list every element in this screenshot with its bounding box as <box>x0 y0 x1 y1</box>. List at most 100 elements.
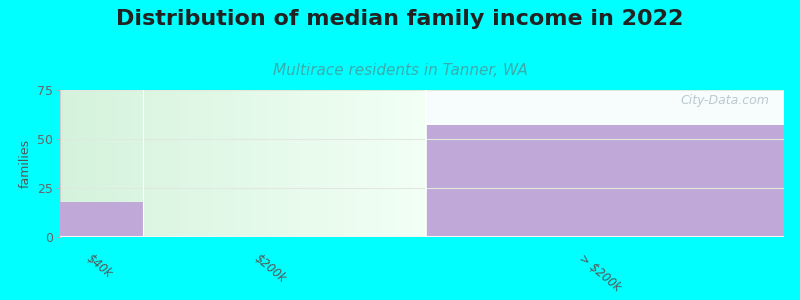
Bar <box>386 90 387 237</box>
Bar <box>225 90 226 237</box>
Bar <box>73 90 74 237</box>
Bar <box>387 90 389 237</box>
Bar <box>363 90 366 237</box>
Bar <box>325 90 327 237</box>
Bar <box>274 90 276 237</box>
Bar <box>290 90 292 237</box>
Bar <box>210 90 212 237</box>
Bar <box>250 90 252 237</box>
Bar <box>316 90 318 237</box>
Bar <box>117 90 118 237</box>
Bar <box>426 90 784 125</box>
Bar <box>175 90 177 237</box>
Bar <box>349 90 350 237</box>
Bar <box>122 90 124 237</box>
Bar <box>177 90 179 237</box>
Bar <box>82 90 84 237</box>
Bar <box>181 90 182 237</box>
Bar <box>182 90 184 237</box>
Bar <box>417 90 418 237</box>
Bar <box>222 90 225 237</box>
Bar <box>170 90 171 237</box>
Bar <box>303 90 305 237</box>
Bar <box>118 90 120 237</box>
Bar <box>137 90 138 237</box>
Bar <box>157 90 158 237</box>
Bar <box>158 90 161 237</box>
Bar <box>100 90 102 237</box>
Bar <box>261 90 263 237</box>
Bar <box>94 90 97 237</box>
Bar <box>269 90 270 237</box>
Bar <box>263 90 265 237</box>
Bar <box>186 90 188 237</box>
Bar <box>243 90 245 237</box>
Bar <box>148 90 150 237</box>
Text: Multirace residents in Tanner, WA: Multirace residents in Tanner, WA <box>273 63 527 78</box>
Bar <box>77 90 78 237</box>
Bar <box>367 90 369 237</box>
Bar <box>353 90 354 237</box>
Bar <box>391 90 393 237</box>
Bar <box>362 90 363 237</box>
Bar <box>80 90 82 237</box>
Bar <box>366 90 367 237</box>
Bar <box>265 90 266 237</box>
Bar <box>292 90 294 237</box>
Bar <box>312 90 314 237</box>
Bar <box>133 90 135 237</box>
Bar <box>270 90 272 237</box>
Bar <box>345 90 347 237</box>
Bar <box>226 90 228 237</box>
Bar <box>130 90 131 237</box>
Bar <box>71 90 73 237</box>
Bar <box>426 125 784 237</box>
Bar <box>318 90 319 237</box>
Bar <box>259 90 261 237</box>
Bar <box>343 90 345 237</box>
Bar <box>141 90 142 237</box>
Bar <box>370 90 373 237</box>
Bar <box>150 90 151 237</box>
Bar <box>283 90 285 237</box>
Bar <box>164 90 166 237</box>
Bar <box>400 90 402 237</box>
Bar <box>115 90 117 237</box>
Bar <box>402 90 404 237</box>
Bar <box>128 90 130 237</box>
Bar <box>166 90 168 237</box>
Bar <box>235 90 238 237</box>
Bar <box>272 90 274 237</box>
Bar <box>155 90 157 237</box>
Bar <box>238 90 239 237</box>
Bar <box>67 90 69 237</box>
Bar <box>393 90 394 237</box>
Bar <box>232 90 234 237</box>
Text: City-Data.com: City-Data.com <box>681 94 770 107</box>
Bar <box>98 90 100 237</box>
Bar <box>97 90 98 237</box>
Bar <box>319 90 322 237</box>
Bar <box>298 90 299 237</box>
Bar <box>338 90 340 237</box>
Bar <box>373 90 374 237</box>
Bar <box>195 90 197 237</box>
Bar <box>124 90 126 237</box>
Bar <box>322 90 323 237</box>
Bar <box>84 90 86 237</box>
Bar <box>110 90 111 237</box>
Bar <box>258 90 259 237</box>
Bar <box>111 90 113 237</box>
Bar <box>199 90 201 237</box>
Bar <box>254 90 256 237</box>
Bar <box>113 90 115 237</box>
Bar <box>104 90 106 237</box>
Bar <box>197 90 199 237</box>
Bar <box>234 90 235 237</box>
Bar <box>179 90 181 237</box>
Bar <box>306 90 309 237</box>
Bar <box>174 90 175 237</box>
Bar <box>323 90 325 237</box>
Bar <box>329 90 330 237</box>
Bar <box>241 90 243 237</box>
